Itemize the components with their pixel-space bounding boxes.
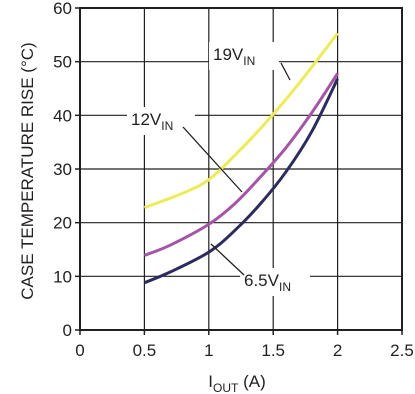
annotation-label-sub: IN [279, 280, 291, 294]
x-tick-label: 0.5 [133, 341, 157, 360]
annotation-19vin: 19VIN [209, 42, 291, 81]
annotation-label: 19VIN [213, 45, 255, 68]
x-tick-label: 1.5 [261, 341, 285, 360]
series-lines [143, 32, 339, 285]
x-axis-label-main: I [208, 372, 213, 391]
annotation-background [209, 42, 279, 70]
annotation-background [127, 107, 195, 135]
annotation-background [240, 268, 310, 296]
y-tick-label: 30 [53, 160, 72, 179]
y-axis-label: CASE TEMPERATURE RISE (°C) [18, 42, 37, 299]
x-axis-label: IOUT (A) [208, 372, 265, 394]
y-tick-label: 60 [53, 0, 72, 18]
y-tick-label: 20 [53, 214, 72, 233]
annotation-label-main: 6.5V [244, 271, 280, 290]
y-tick-label: 40 [53, 106, 72, 125]
annotation-label: 6.5VIN [244, 271, 291, 294]
annotation-leader-line [182, 126, 243, 193]
x-tick-label: 1 [204, 341, 213, 360]
x-axis-label-sub: OUT [213, 381, 239, 394]
series-line-19vin [143, 32, 339, 210]
annotation-label: 12VIN [131, 110, 173, 133]
y-tick-label: 10 [53, 267, 72, 286]
x-tick-label: 2 [333, 341, 342, 360]
x-tick-label: 2.5 [390, 341, 414, 360]
annotation-12vin: 12VIN [127, 107, 243, 193]
x-tick-label: 0 [75, 341, 84, 360]
annotation-label-main: 19V [213, 45, 244, 64]
y-tick-label: 0 [63, 321, 72, 340]
ticks: 0 10 20 30 40 50 60 0 0.5 1 1.5 2 2.5 [53, 0, 414, 360]
annotation-label-sub: IN [161, 119, 173, 133]
annotation-leader-line [210, 243, 245, 276]
x-axis-label-unit: (A) [238, 372, 265, 391]
series-line-12vin [143, 72, 339, 257]
annotation-label-sub: IN [243, 54, 255, 68]
series-line-6-5vin [143, 78, 339, 285]
annotation-leader-line [280, 62, 291, 81]
annotation-6-5vin: 6.5VIN [210, 243, 310, 296]
y-tick-label: 50 [53, 53, 72, 72]
annotation-label-main: 12V [131, 110, 162, 129]
